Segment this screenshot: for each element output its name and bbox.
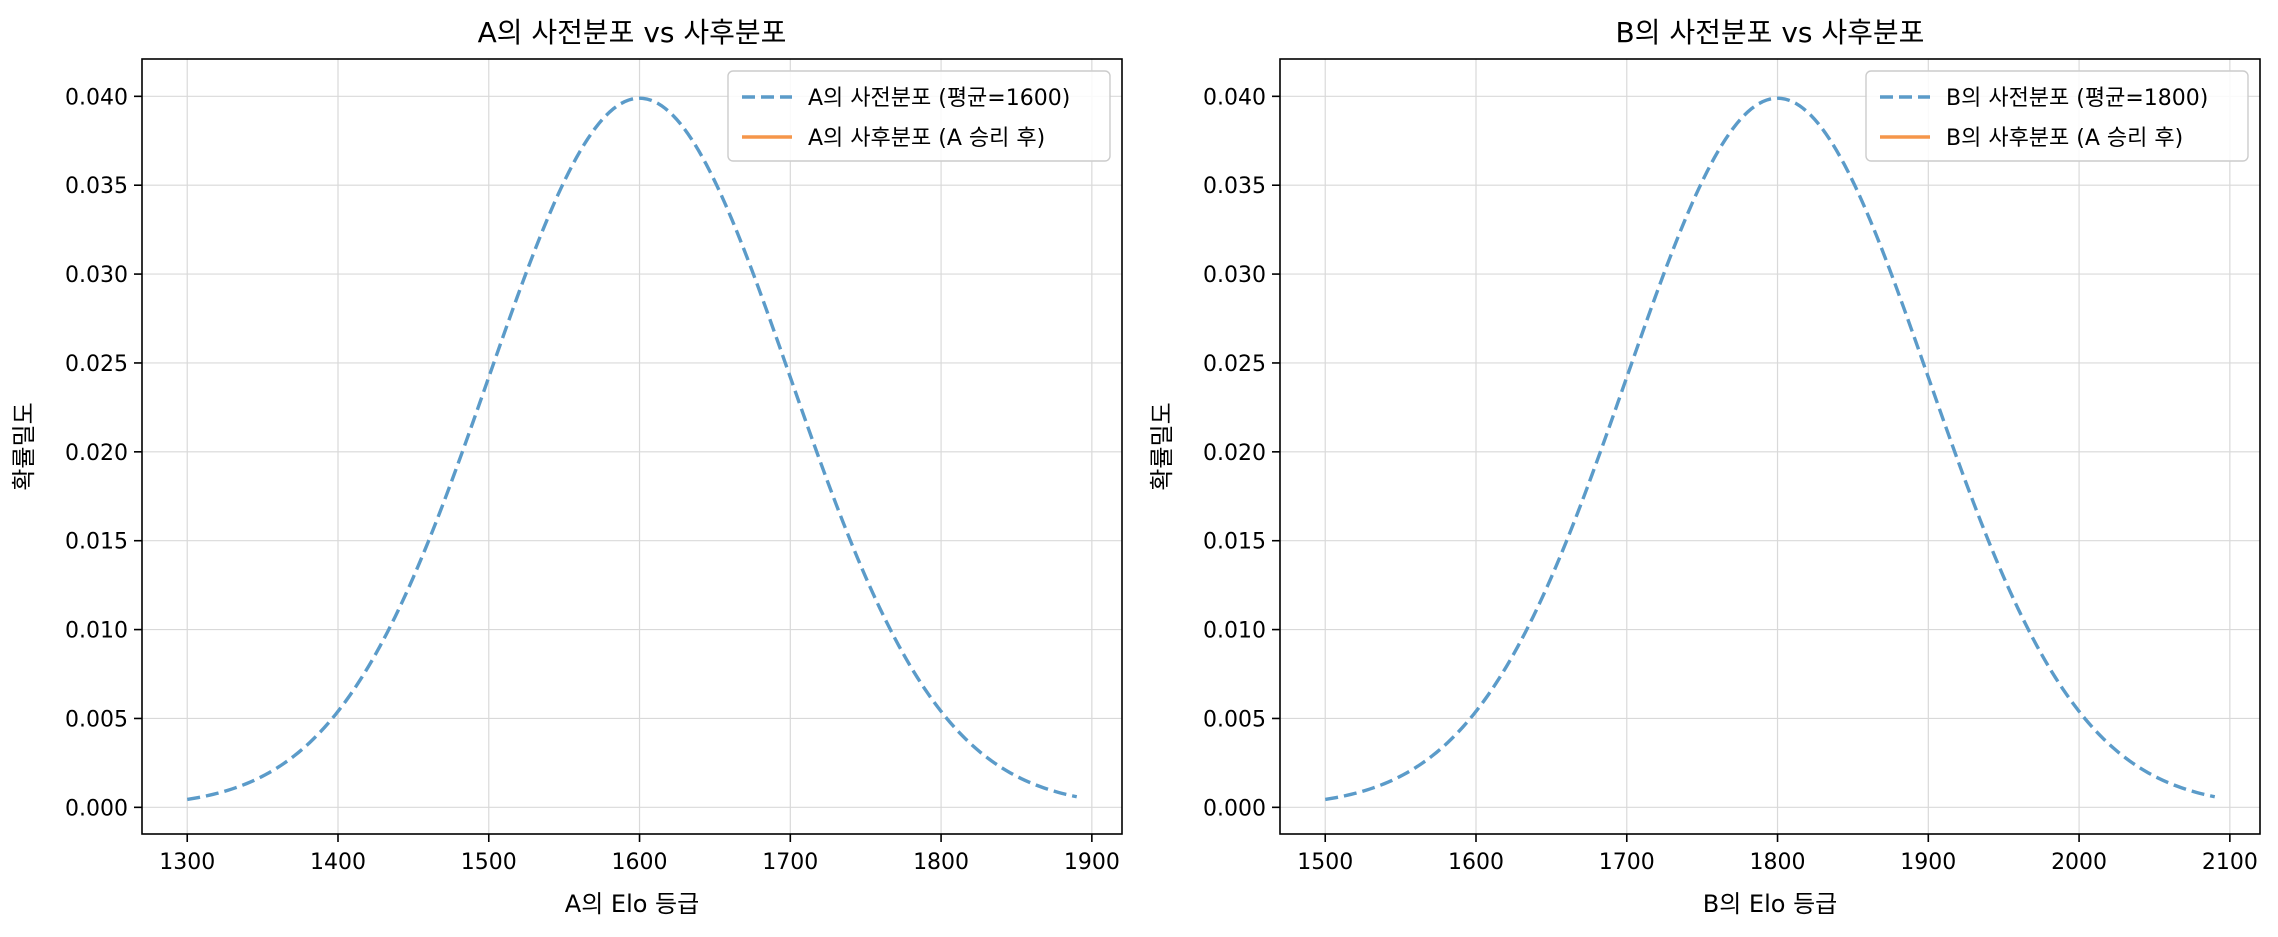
y-tick-label: 0.025	[1203, 352, 1266, 377]
legend-label-1: B의 사후분포 (A 승리 후)	[1946, 126, 2183, 151]
y-tick-label: 0.040	[65, 85, 128, 110]
x-tick-label: 1600	[1448, 850, 1504, 875]
y-tick-label: 0.005	[1203, 707, 1266, 732]
y-tick-label: 0.020	[1203, 441, 1266, 466]
y-axis-label: 확률밀도	[10, 402, 38, 490]
plot-frame	[1279, 58, 2261, 835]
plot-frame	[141, 58, 1123, 835]
x-axis-label: A의 Elo 등급	[565, 890, 699, 918]
legend-box	[1865, 70, 2249, 162]
legend-label-0: A의 사전분포 (평균=1600)	[808, 86, 1070, 111]
x-tick-label: 1900	[1900, 850, 1956, 875]
y-tick-label: 0.000	[65, 796, 128, 821]
y-tick-label: 0.010	[65, 619, 128, 644]
x-tick-label: 1700	[762, 850, 818, 875]
y-tick-label: 0.040	[1203, 85, 1266, 110]
legend-box	[727, 70, 1111, 162]
y-tick-label: 0.035	[65, 174, 128, 199]
y-tick-label: 0.030	[1203, 263, 1266, 288]
series-line-0	[186, 96, 1078, 802]
y-tick-label: 0.000	[1203, 796, 1266, 821]
chart-title: B의 사전분포 vs 사후분포	[1616, 16, 1925, 49]
y-tick-label: 0.035	[1203, 174, 1266, 199]
x-tick-label: 1700	[1599, 850, 1655, 875]
y-axis-label: 확률밀도	[1148, 402, 1176, 490]
y-tick-label: 0.005	[65, 707, 128, 732]
x-tick-label: 1800	[1750, 850, 1806, 875]
x-tick-label: 2100	[2202, 850, 2258, 875]
x-tick-label: 1600	[612, 850, 668, 875]
series-line-0	[1324, 96, 2216, 802]
x-tick-label: 1800	[913, 850, 969, 875]
chart-panel-b: 1500 1600 1700 1800 1900 2000 2100 0.000 0.005 0.…	[1148, 16, 2261, 918]
y-tick-label: 0.015	[65, 530, 128, 555]
legend-label-0: B의 사전분포 (평균=1800)	[1946, 86, 2208, 111]
x-tick-label: 1500	[461, 850, 517, 875]
y-tick-label: 0.020	[65, 441, 128, 466]
y-tick-label: 0.025	[65, 352, 128, 377]
x-tick-label: 1500	[1297, 850, 1353, 875]
chart-panel-a: 1300 1400 1500 1600 1700 1800 1900 0.000 0.005 0.…	[10, 16, 1123, 918]
x-tick-label: 1400	[310, 850, 366, 875]
y-tick-label: 0.030	[65, 263, 128, 288]
x-tick-label: 2000	[2051, 850, 2107, 875]
y-tick-label: 0.010	[1203, 619, 1266, 644]
x-tick-label: 1300	[159, 850, 215, 875]
y-tick-label: 0.015	[1203, 530, 1266, 555]
x-axis-label: B의 Elo 등급	[1703, 890, 1837, 918]
legend-label-1: A의 사후분포 (A 승리 후)	[808, 126, 1045, 151]
chart-title: A의 사전분포 vs 사후분포	[478, 16, 787, 49]
x-tick-label: 1900	[1064, 850, 1120, 875]
